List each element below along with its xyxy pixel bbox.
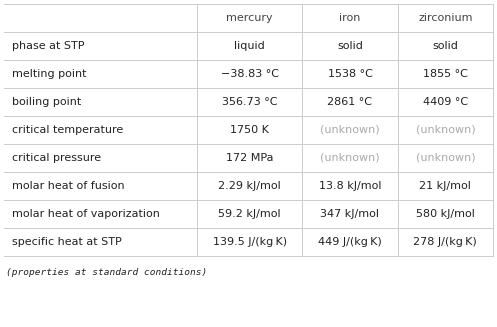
- Text: 2861 °C: 2861 °C: [328, 97, 372, 107]
- Text: (unknown): (unknown): [320, 125, 380, 135]
- Text: 356.73 °C: 356.73 °C: [222, 97, 277, 107]
- Text: (properties at standard conditions): (properties at standard conditions): [6, 268, 207, 277]
- Text: boiling point: boiling point: [12, 97, 81, 107]
- Text: 449 J/(kg K): 449 J/(kg K): [318, 237, 382, 247]
- Text: iron: iron: [339, 13, 361, 23]
- Text: 580 kJ/mol: 580 kJ/mol: [416, 209, 475, 219]
- Text: (unknown): (unknown): [415, 125, 475, 135]
- Text: solid: solid: [337, 41, 363, 51]
- Text: (unknown): (unknown): [320, 153, 380, 163]
- Text: critical temperature: critical temperature: [12, 125, 123, 135]
- Text: mercury: mercury: [227, 13, 273, 23]
- Text: molar heat of fusion: molar heat of fusion: [12, 181, 125, 191]
- Text: 59.2 kJ/mol: 59.2 kJ/mol: [218, 209, 281, 219]
- Text: 4409 °C: 4409 °C: [423, 97, 468, 107]
- Text: specific heat at STP: specific heat at STP: [12, 237, 122, 247]
- Text: liquid: liquid: [235, 41, 265, 51]
- Text: 172 MPa: 172 MPa: [226, 153, 273, 163]
- Text: (unknown): (unknown): [415, 153, 475, 163]
- Text: 347 kJ/mol: 347 kJ/mol: [321, 209, 380, 219]
- Text: 1855 °C: 1855 °C: [423, 69, 468, 79]
- Text: molar heat of vaporization: molar heat of vaporization: [12, 209, 160, 219]
- Text: 2.29 kJ/mol: 2.29 kJ/mol: [218, 181, 281, 191]
- Text: 139.5 J/(kg K): 139.5 J/(kg K): [213, 237, 287, 247]
- Text: 21 kJ/mol: 21 kJ/mol: [419, 181, 471, 191]
- Text: −38.83 °C: −38.83 °C: [221, 69, 279, 79]
- Text: 1538 °C: 1538 °C: [328, 69, 372, 79]
- Text: solid: solid: [432, 41, 458, 51]
- Text: phase at STP: phase at STP: [12, 41, 84, 51]
- Text: zirconium: zirconium: [418, 13, 473, 23]
- Text: critical pressure: critical pressure: [12, 153, 101, 163]
- Text: melting point: melting point: [12, 69, 86, 79]
- Text: 1750 K: 1750 K: [230, 125, 269, 135]
- Text: 13.8 kJ/mol: 13.8 kJ/mol: [319, 181, 381, 191]
- Text: 278 J/(kg K): 278 J/(kg K): [414, 237, 477, 247]
